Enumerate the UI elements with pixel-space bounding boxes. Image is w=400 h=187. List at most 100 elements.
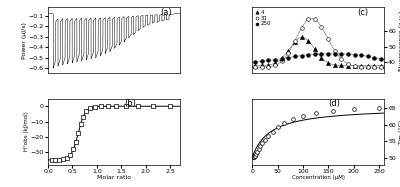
4	[318, 56, 325, 59]
Point	[350, 108, 357, 111]
4	[325, 61, 331, 64]
250	[265, 59, 272, 62]
Point	[252, 155, 258, 158]
Point	[70, 148, 76, 151]
250	[345, 53, 351, 56]
4	[252, 64, 258, 67]
31	[278, 60, 285, 63]
Point	[56, 158, 62, 161]
31	[312, 18, 318, 21]
250	[278, 57, 285, 60]
Y-axis label: Fluorescence (a.u.): Fluorescence (a.u.)	[399, 10, 400, 71]
4	[298, 36, 305, 39]
4	[292, 40, 298, 43]
4	[358, 64, 364, 67]
31	[332, 49, 338, 52]
31	[345, 62, 351, 65]
Y-axis label: Tm (°C): Tm (°C)	[399, 119, 400, 144]
Point	[113, 105, 120, 108]
Point	[376, 106, 382, 109]
31	[365, 66, 371, 69]
Point	[104, 105, 111, 108]
250	[371, 56, 378, 59]
Legend: 4, 31, 250: 4, 31, 250	[254, 9, 272, 27]
Point	[256, 148, 262, 151]
4	[258, 64, 265, 67]
Point	[49, 158, 55, 161]
Point	[87, 107, 93, 110]
Point	[98, 105, 104, 108]
250	[332, 52, 338, 55]
Point	[73, 141, 79, 144]
31	[265, 65, 272, 68]
Point	[262, 138, 268, 141]
Text: (a): (a)	[160, 8, 172, 17]
4	[338, 64, 344, 67]
4	[265, 63, 272, 66]
Point	[290, 117, 296, 120]
Text: (d): (d)	[329, 99, 340, 108]
Point	[150, 105, 156, 108]
Point	[60, 158, 66, 161]
31	[318, 26, 325, 29]
250	[325, 52, 331, 55]
4	[351, 64, 358, 67]
31	[258, 66, 265, 69]
Y-axis label: Power (μJ/s): Power (μJ/s)	[22, 22, 27, 59]
Text: (c): (c)	[358, 8, 369, 17]
Point	[274, 126, 281, 129]
250	[258, 60, 265, 63]
Point	[83, 110, 89, 113]
Point	[52, 158, 58, 161]
4	[332, 63, 338, 66]
Text: (b): (b)	[124, 99, 136, 108]
4	[305, 39, 311, 42]
250	[358, 54, 364, 57]
Y-axis label: H°obs (kJ/mol): H°obs (kJ/mol)	[24, 112, 29, 151]
31	[285, 52, 292, 55]
X-axis label: Concentration (μM): Concentration (μM)	[292, 175, 345, 180]
4	[345, 64, 351, 67]
4	[371, 64, 378, 67]
Point	[123, 105, 129, 108]
Point	[300, 114, 306, 117]
4	[285, 49, 292, 52]
31	[358, 65, 364, 68]
250	[365, 55, 371, 58]
Point	[167, 105, 173, 108]
250	[378, 57, 384, 60]
Point	[250, 155, 256, 158]
Point	[259, 142, 266, 145]
4	[312, 48, 318, 51]
250	[252, 60, 258, 63]
Point	[257, 145, 264, 148]
250	[292, 55, 298, 58]
250	[351, 53, 358, 56]
Point	[135, 105, 142, 108]
31	[351, 65, 358, 68]
Point	[80, 115, 86, 118]
4	[365, 64, 371, 67]
Point	[281, 122, 287, 125]
Point	[251, 155, 258, 158]
Point	[265, 135, 271, 138]
250	[318, 52, 325, 55]
31	[338, 57, 344, 60]
4	[278, 57, 285, 60]
250	[312, 53, 318, 56]
31	[298, 26, 305, 29]
Point	[67, 153, 74, 156]
Point	[269, 130, 276, 133]
250	[305, 53, 311, 56]
31	[252, 66, 258, 69]
Point	[253, 153, 260, 156]
Point	[312, 112, 319, 115]
4	[378, 64, 384, 67]
Point	[78, 122, 84, 125]
Point	[250, 155, 257, 158]
250	[272, 58, 278, 61]
31	[378, 66, 384, 69]
X-axis label: Molar ratio: Molar ratio	[97, 175, 131, 180]
250	[338, 52, 344, 55]
31	[292, 39, 298, 42]
